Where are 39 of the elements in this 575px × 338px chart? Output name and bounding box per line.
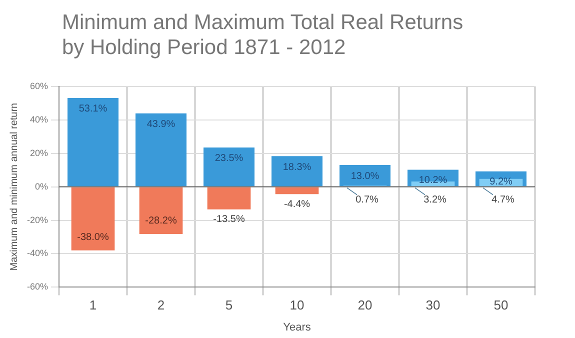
x-tick-label: 10 — [290, 298, 304, 313]
data-label: 23.5% — [214, 153, 244, 164]
data-label: 13.0% — [350, 170, 380, 182]
bar — [340, 165, 391, 186]
y-tick-label: -40% — [26, 248, 48, 258]
x-tick-label: 50 — [494, 298, 508, 313]
data-label: 4.7% — [492, 194, 515, 206]
data-label: 3.2% — [424, 194, 447, 206]
data-label: 0.7% — [356, 194, 379, 206]
bar — [272, 156, 323, 186]
bar — [68, 98, 119, 186]
bar — [207, 187, 251, 210]
x-tick-label: 1 — [89, 298, 97, 313]
data-label: 53.1% — [78, 104, 108, 115]
data-label: 18.3% — [282, 162, 312, 173]
bar — [71, 187, 115, 250]
y-tick-label: -60% — [26, 282, 48, 292]
bar — [139, 187, 183, 234]
x-tick-label: 2 — [157, 298, 165, 313]
data-label: 43.9% — [146, 119, 176, 130]
y-tick-label: 60% — [30, 80, 48, 91]
y-tick-label: 0% — [34, 181, 48, 192]
data-label: -4.4% — [284, 198, 310, 210]
data-label: -38.0% — [77, 232, 109, 244]
x-tick-label: 20 — [358, 298, 372, 313]
bar — [204, 147, 255, 186]
data-label: -13.5% — [213, 214, 245, 226]
y-axis-title: Maximum and minimum annual return — [8, 102, 20, 271]
bar — [136, 113, 187, 186]
data-label: -28.2% — [145, 216, 177, 227]
chart-title: Minimum and Maximum Total Real Returns by Holding Period 1871 - 2012 — [62, 10, 464, 60]
x-tick-label: 30 — [426, 298, 440, 313]
x-tick-label: 5 — [225, 298, 233, 313]
y-tick-label: 20% — [30, 148, 48, 158]
y-tick-label: 40% — [30, 114, 48, 124]
data-label: 9.2% — [490, 176, 513, 188]
x-axis-title: Years — [283, 321, 312, 334]
y-tick-label: -20% — [26, 214, 48, 225]
bar — [275, 187, 319, 194]
